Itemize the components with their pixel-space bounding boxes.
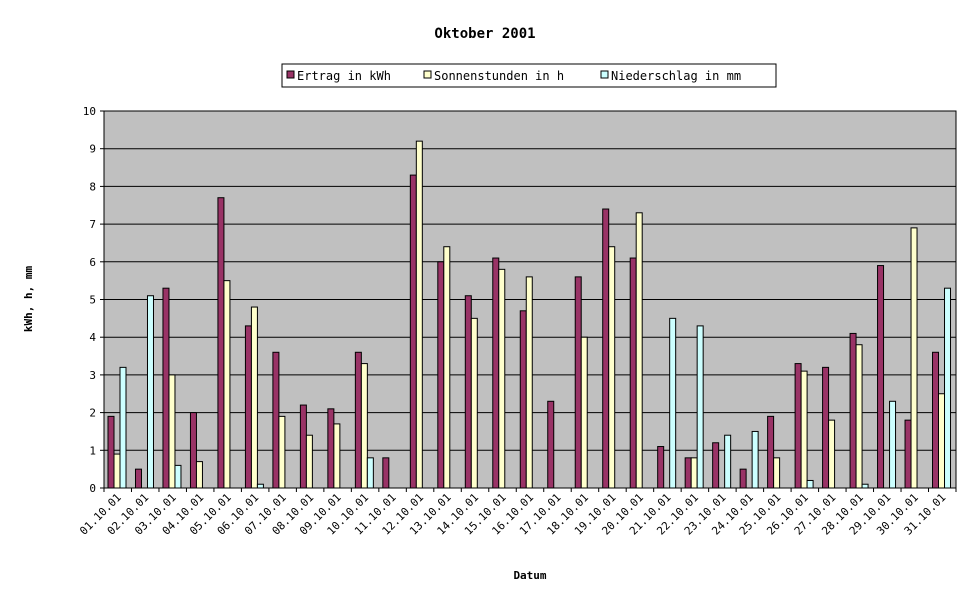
bar-niederschlag	[944, 287, 952, 489]
bar-sonnenstunden	[113, 453, 121, 489]
bar-sonnenstunden	[223, 280, 231, 489]
bar-sonnenstunden	[278, 415, 286, 489]
bar-ertrag	[217, 197, 225, 489]
y-tick-label: 9	[89, 143, 96, 156]
bar-ertrag	[162, 287, 170, 489]
bar-sonnenstunden	[828, 419, 836, 489]
bar-ertrag	[574, 276, 582, 489]
bar-sonnenstunden	[250, 306, 258, 489]
bar-ertrag	[354, 351, 362, 489]
bar-niederschlag	[724, 434, 732, 489]
bar-ertrag	[327, 408, 335, 489]
bar-ertrag	[684, 457, 692, 489]
legend-box	[281, 63, 777, 88]
legend-label-niederschlag: Niederschlag in mm	[611, 69, 741, 83]
bar-ertrag	[602, 208, 610, 489]
y-tick-label: 7	[89, 218, 96, 231]
bar-niederschlag	[174, 464, 182, 489]
bar-niederschlag	[256, 483, 264, 489]
bar-sonnenstunden	[305, 434, 313, 489]
bar-niederschlag	[861, 483, 869, 489]
bar-sonnenstunden	[525, 276, 533, 489]
bar-sonnenstunden	[168, 374, 176, 489]
y-tick-label: 4	[89, 331, 96, 344]
bar-niederschlag	[806, 479, 814, 489]
bar-ertrag	[244, 325, 252, 489]
bar-ertrag	[189, 412, 197, 489]
chart-title: Oktober 2001	[434, 26, 535, 42]
y-tick-label: 0	[89, 482, 96, 495]
bar-sonnenstunden	[360, 363, 368, 489]
bar-sonnenstunden	[470, 317, 478, 489]
bar-ertrag	[932, 351, 940, 489]
bar-sonnenstunden	[938, 393, 946, 489]
bars	[107, 140, 952, 489]
bar-sonnenstunden	[635, 212, 643, 489]
bar-ertrag	[519, 310, 527, 489]
x-axis-label: Datum	[513, 569, 546, 582]
bar-sonnenstunden	[443, 246, 451, 489]
bar-sonnenstunden	[690, 457, 698, 489]
x-axis-ticks: 01.10.0102.10.0103.10.0104.10.0105.10.01…	[77, 488, 957, 538]
legend: Ertrag in kWh Sonnenstunden in h Nieders…	[281, 63, 777, 88]
legend-swatch-sonnenstunden	[423, 70, 432, 79]
y-tick-label: 1	[89, 444, 96, 457]
bar-ertrag	[409, 174, 417, 489]
bar-ertrag	[464, 295, 472, 489]
bar-niederschlag	[366, 457, 374, 489]
bar-ertrag	[272, 351, 280, 489]
bar-sonnenstunden	[773, 457, 781, 489]
y-tick-label: 3	[89, 369, 96, 382]
bar-ertrag	[794, 363, 802, 489]
bar-ertrag	[904, 419, 912, 489]
bar-ertrag	[849, 332, 857, 489]
bar-ertrag	[107, 415, 115, 489]
y-axis-label: kWh, h, mm	[22, 266, 35, 333]
bar-sonnenstunden	[800, 370, 808, 489]
y-tick-label: 8	[89, 180, 96, 193]
bar-niederschlag	[889, 400, 897, 489]
legend-label-sonnenstunden: Sonnenstunden in h	[434, 69, 564, 83]
bar-ertrag	[877, 265, 885, 489]
bar-niederschlag	[146, 295, 154, 489]
y-tick-label: 10	[83, 105, 96, 118]
bar-niederschlag	[119, 366, 127, 489]
legend-label-ertrag: Ertrag in kWh	[297, 69, 391, 83]
bar-ertrag	[657, 446, 665, 489]
y-tick-label: 5	[89, 294, 96, 307]
bar-ertrag	[822, 366, 830, 489]
bar-sonnenstunden	[855, 344, 863, 489]
bar-sonnenstunden	[333, 423, 341, 489]
legend-swatch-ertrag	[286, 70, 295, 79]
bar-ertrag	[299, 404, 307, 489]
bar-niederschlag	[696, 325, 704, 489]
bar-sonnenstunden	[580, 336, 588, 489]
y-tick-label: 6	[89, 256, 96, 269]
bar-sonnenstunden	[910, 227, 918, 489]
bar-niederschlag	[669, 317, 677, 489]
bar-niederschlag	[751, 430, 759, 489]
bar-ertrag	[134, 468, 142, 489]
bar-ertrag	[739, 468, 747, 489]
bar-ertrag	[629, 257, 637, 489]
bar-ertrag	[437, 261, 445, 489]
bar-sonnenstunden	[415, 140, 423, 489]
bar-ertrag	[492, 257, 500, 489]
legend-swatch-niederschlag	[600, 70, 609, 79]
bar-ertrag	[382, 457, 390, 489]
bar-sonnenstunden	[498, 268, 506, 489]
bar-sonnenstunden	[195, 461, 203, 489]
bar-ertrag	[712, 442, 720, 489]
y-axis-ticks: 0 1 2 3 4 5 6 7 8 9 10	[83, 105, 104, 495]
bar-ertrag	[547, 400, 555, 489]
bar-sonnenstunden	[608, 246, 616, 489]
y-tick-label: 2	[89, 407, 96, 420]
bar-ertrag	[767, 415, 775, 489]
